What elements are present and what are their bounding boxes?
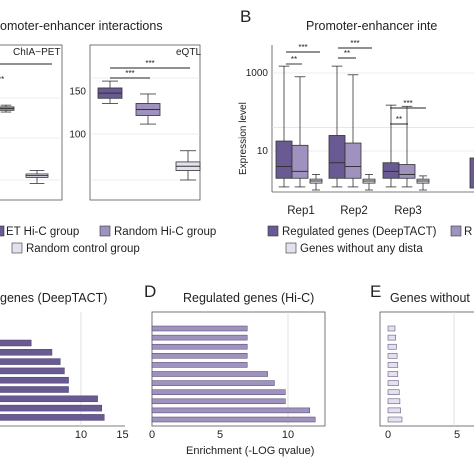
panel-b-sig-rep3-a-label: ** — [396, 115, 402, 124]
panel-d-letter: D — [144, 282, 156, 301]
panel-c-xtick-0: 10 — [75, 429, 87, 441]
panel-c-title: genes (DeepTACT) — [0, 291, 107, 305]
panel-d-bar-8 — [151, 398, 286, 405]
panel-b-sig-rep2-b-label: *** — [350, 39, 359, 48]
panel-d-xlabel: Enrichment (-LOG qvalue) — [186, 445, 314, 457]
panel-e-bar-3 — [387, 353, 398, 359]
panel-a-left-sig-star: ** — [0, 75, 4, 84]
panel-d-bar-5 — [151, 371, 268, 377]
panel-b-legend: Regulated genes (DeepTACT) R Genes witho… — [267, 225, 472, 255]
panel-e-bar-5 — [387, 371, 399, 377]
panel-a-legend: ET Hi-C group Random Hi-C group Random c… — [0, 225, 216, 255]
panel-a-right-subtitle: eQTL — [176, 47, 201, 58]
panel-b-sig-rep1-a-label: ** — [291, 55, 297, 64]
legend-b-swatch-2 — [450, 225, 462, 237]
panel-d-xtick-0: 0 — [149, 429, 155, 441]
panel-d-barplot: 0 5 10 — [149, 311, 326, 441]
panel-b-box-partial — [469, 157, 474, 189]
panel-e-bar-9 — [387, 407, 401, 414]
panel-e-bar-8 — [387, 398, 401, 405]
panel-c-bar-8 — [0, 414, 105, 421]
legend-b-item-2: R — [464, 226, 472, 238]
legend-b-swatch-3 — [285, 242, 297, 254]
panel-a-eqtl-plot: eQTL *** *** 150 100 — [69, 44, 201, 201]
panel-d-title: Regulated genes (Hi-C) — [183, 291, 314, 305]
panel-b-ylabel: Expression level — [238, 102, 249, 175]
legend-a-item-1: ET Hi-C group — [6, 226, 79, 238]
panel-b-box-0-1-box — [291, 144, 309, 179]
legend-a-swatch-2 — [99, 225, 111, 237]
panel-c-bar-5 — [0, 386, 69, 393]
panel-e-xtick-1: 5 — [454, 429, 460, 441]
panel-b-title: Promoter-enhancer inte — [306, 19, 437, 33]
legend-a-item-2: Random Hi-C group — [114, 226, 216, 238]
panel-e-frame — [379, 311, 474, 427]
panel-e-letter: E — [370, 282, 381, 301]
panel-a-title: omoter-enhancer interactions — [0, 19, 163, 33]
panel-b-box-1-1-box — [344, 142, 362, 179]
legend-b-item-1: Regulated genes (DeepTACT) — [282, 226, 437, 238]
panel-c-xtick-1: 15 — [116, 429, 128, 441]
panel-e-xtick-0: 0 — [385, 429, 391, 441]
panel-d-bar-0 — [151, 325, 248, 332]
panel-d-frame — [151, 311, 326, 427]
panel-b-ytick-1: 10 — [257, 146, 269, 157]
panel-b-letter: B — [240, 7, 251, 26]
panel-b-box-2-0-box — [382, 162, 400, 179]
legend-a-swatch-1 — [0, 225, 5, 237]
panel-d-bar-3 — [151, 353, 248, 359]
panel-e-bar-2 — [387, 343, 397, 350]
panel-a-right-frame — [89, 44, 201, 201]
panel-a-right-ytick-1: 100 — [69, 129, 86, 140]
panel-d-bar-2 — [151, 343, 248, 350]
panel-b-box-0-0-box — [275, 140, 293, 179]
panel-c-bar-0 — [0, 339, 32, 347]
panel-e-bar-7 — [387, 389, 400, 395]
panel-e-bar-0 — [387, 325, 396, 332]
panel-c-bar-2 — [0, 358, 61, 365]
panel-d-bar-1 — [151, 334, 248, 341]
panel-a-right-sig-2-label: *** — [145, 59, 154, 68]
panel-b-xtick-1: Rep2 — [340, 205, 368, 217]
panel-e-title: Genes without — [390, 291, 470, 305]
panel-d-xtick-1: 5 — [217, 429, 223, 441]
panel-d-bar-7 — [151, 389, 286, 395]
panel-d-bar-4 — [151, 362, 248, 368]
panel-c-bar-4 — [0, 376, 69, 384]
panel-b-sig-rep2-a-label: ** — [344, 49, 350, 58]
panel-d-bar-10 — [151, 416, 316, 423]
panel-b-sig-rep3-b-label: *** — [403, 99, 412, 108]
panel-a-left-subtitle: ChIA−PET — [13, 47, 61, 58]
legend-a-swatch-3 — [11, 242, 23, 254]
panel-b-box-1-0-box — [328, 135, 346, 179]
panel-e-bar-1 — [387, 334, 396, 341]
panel-d-xtick-2: 10 — [282, 429, 294, 441]
panel-c-bar-1 — [0, 349, 53, 356]
legend-b-item-3: Genes without any dista — [300, 243, 423, 255]
panel-c-bar-7 — [0, 404, 102, 412]
panel-c-bar-3 — [0, 367, 65, 375]
legend-b-swatch-1 — [267, 225, 279, 237]
panel-c-barplot: 10 15 — [0, 312, 129, 441]
panel-a-right-sig-1-label: *** — [125, 69, 134, 78]
panel-e-bar-4 — [387, 362, 399, 368]
legend-a-item-3: Random control group — [26, 243, 140, 255]
panel-b-xtick-0: Rep1 — [287, 205, 315, 217]
panel-b-ytick-0: 1000 — [246, 68, 269, 79]
panel-b-sig-rep1-b-label: *** — [298, 43, 307, 52]
panel-d-bar-9 — [151, 407, 311, 414]
panel-d-bar-6 — [151, 380, 275, 386]
panel-e-bar-6 — [387, 380, 399, 386]
panel-a-right-ytick-0: 150 — [69, 86, 86, 97]
panel-a-left-frame — [0, 44, 63, 201]
panel-a-chiapet-plot: ChIA−PET ** — [0, 44, 63, 201]
panel-b-box-2-1-box — [398, 164, 416, 179]
panel-b-xtick-2: Rep3 — [394, 205, 422, 217]
panel-e-bar-10 — [387, 416, 403, 423]
panel-c-bar-6 — [0, 395, 98, 403]
